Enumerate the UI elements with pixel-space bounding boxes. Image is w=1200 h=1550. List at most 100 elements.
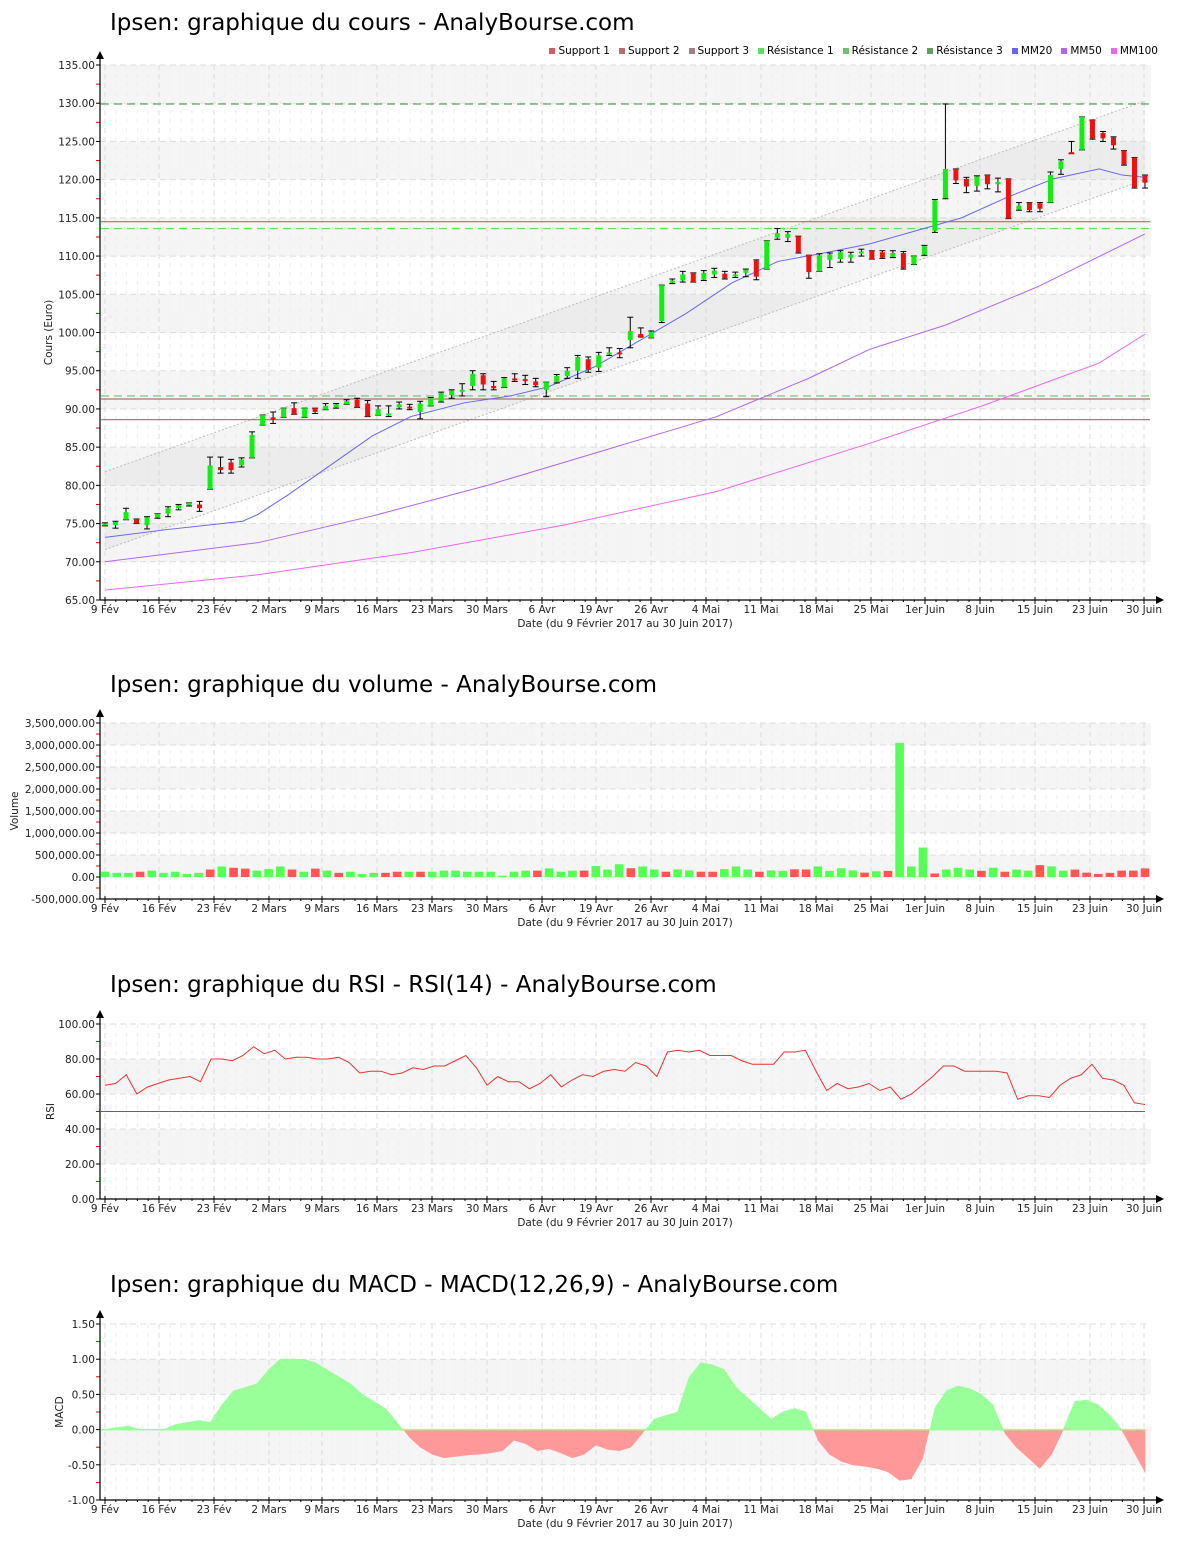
x-tick-label: 16 Fév — [142, 1203, 177, 1215]
x-tick-label: 9 Fév — [91, 1504, 119, 1516]
volume-chart-panel: Ipsen: graphique du volume - AnalyBourse… — [0, 660, 1200, 940]
macd-area-negative — [875, 1429, 889, 1473]
candle-down — [1121, 150, 1127, 165]
volume-bar-down — [696, 871, 706, 877]
volume-bar-up — [848, 870, 858, 877]
volume-bar-up — [427, 871, 437, 877]
x-tick-label: 15 Juin — [1017, 903, 1053, 915]
volume-bar-up — [299, 871, 308, 877]
candle-up — [606, 352, 612, 355]
volume-bar-down — [334, 872, 344, 877]
candle-up — [648, 331, 654, 338]
volume-bar-down — [883, 870, 893, 877]
candle-down — [1100, 133, 1106, 139]
volume-bar-up — [252, 870, 262, 877]
volume-bar-up — [264, 869, 273, 877]
macd-area-negative — [607, 1429, 620, 1452]
y-axis-label: Cours (Euro) — [43, 300, 55, 366]
legend-support-1: Support 1 — [549, 45, 610, 57]
x-tick-label: 25 Mai — [853, 604, 888, 616]
x-tick-label: 18 Mai — [798, 604, 833, 616]
candle-up — [711, 270, 717, 275]
candle-down — [407, 406, 413, 409]
mm50-swatch — [1061, 48, 1068, 54]
volume-bar-down — [416, 871, 425, 877]
legend-resistance-3: Résistance 3 — [927, 45, 1003, 57]
candle-down — [806, 254, 812, 273]
volume-chart-plot: 3,500,000.00 3,000,000.00 2,500,000.00 2,00… — [9, 709, 1164, 929]
candle-up — [564, 370, 570, 377]
volume-bar-up — [357, 873, 367, 877]
volume-bar-up — [1058, 870, 1068, 877]
rsi-chart-title: Ipsen: graphique du RSI - RSI(14) - Anal… — [110, 972, 717, 998]
candle-down — [134, 518, 140, 524]
y-tick-label: 125.00 — [58, 136, 95, 148]
resistance-1-swatch — [758, 48, 765, 54]
macd-area-positive — [397, 1422, 403, 1430]
x-tick-label: 9 Fév — [91, 604, 119, 616]
candle-down — [1110, 137, 1116, 146]
candle-up — [764, 240, 770, 270]
x-axis-label: Date (du 9 Février 2017 au 30 Juin 2017) — [517, 618, 732, 630]
macd-area-negative — [910, 1429, 924, 1481]
legend-label: Résistance 3 — [936, 45, 1003, 57]
volume-bar-up — [918, 847, 928, 877]
y-tick-label: 100.00 — [58, 328, 95, 340]
x-tick-label: 9 Mars — [304, 604, 339, 616]
volume-bar-up — [720, 869, 729, 877]
candle-up — [459, 389, 465, 392]
volume-bar-up — [182, 873, 192, 877]
volume-bar-up — [895, 742, 904, 877]
volume-bar-up — [159, 872, 168, 877]
macd-area-positive — [198, 1420, 211, 1430]
candle-down — [1142, 175, 1148, 183]
x-tick-label: 16 Fév — [142, 903, 177, 915]
candle-down — [690, 272, 696, 283]
volume-bar-down — [1000, 871, 1010, 877]
candle-up — [302, 408, 308, 418]
y-axis-arrow-icon — [96, 1010, 104, 1018]
macd-area-positive — [233, 1386, 246, 1430]
rsi-line — [104, 1046, 1146, 1105]
volume-bar-down — [135, 871, 145, 877]
volume-bar-up — [743, 869, 752, 877]
y-tick-label: 90.00 — [65, 404, 95, 416]
volume-bar-down — [1140, 868, 1150, 877]
volume-bar-up — [217, 866, 227, 877]
x-tick-label: 9 Mars — [304, 1203, 339, 1215]
x-tick-label: 2 Mars — [251, 1504, 286, 1516]
macd-area-positive — [209, 1403, 223, 1430]
candle-down — [1131, 157, 1137, 188]
candle-down — [312, 408, 318, 412]
volume-bar-down — [229, 867, 238, 877]
x-tick-label: 2 Mars — [251, 1203, 286, 1215]
candle-up — [165, 508, 171, 514]
volume-bar-down — [240, 868, 250, 877]
candle-down — [228, 462, 234, 471]
x-tick-label: 8 Juin — [965, 1203, 994, 1215]
macd-area-negative — [1133, 1429, 1146, 1474]
volume-bar-up — [766, 870, 776, 877]
x-axis-label: Date (du 9 Février 2017 au 30 Juin 2017) — [517, 1217, 732, 1229]
volume-bar-up — [474, 871, 484, 877]
candle-down — [354, 399, 360, 408]
volume-bar-up — [649, 869, 659, 877]
grid-band — [101, 1129, 1151, 1164]
legend-label: Support 2 — [627, 45, 680, 57]
candle-up — [333, 404, 339, 408]
grid-band — [101, 767, 1151, 789]
candle-down — [585, 359, 591, 370]
candle-down — [953, 168, 959, 181]
y-tick-label: 75.00 — [65, 519, 95, 531]
macd-area-positive — [653, 1415, 667, 1430]
volume-bar-up — [953, 867, 963, 877]
candle-up — [449, 390, 455, 396]
candle-up — [827, 254, 833, 260]
y-tick-label: 0.00 — [72, 872, 95, 884]
x-tick-label: 1er Juin — [905, 903, 945, 915]
candle-up — [627, 330, 633, 341]
candle-up — [1016, 205, 1022, 210]
grid-band — [101, 217, 1151, 257]
candle-up — [1047, 175, 1053, 203]
volume-bar-up — [486, 871, 495, 877]
